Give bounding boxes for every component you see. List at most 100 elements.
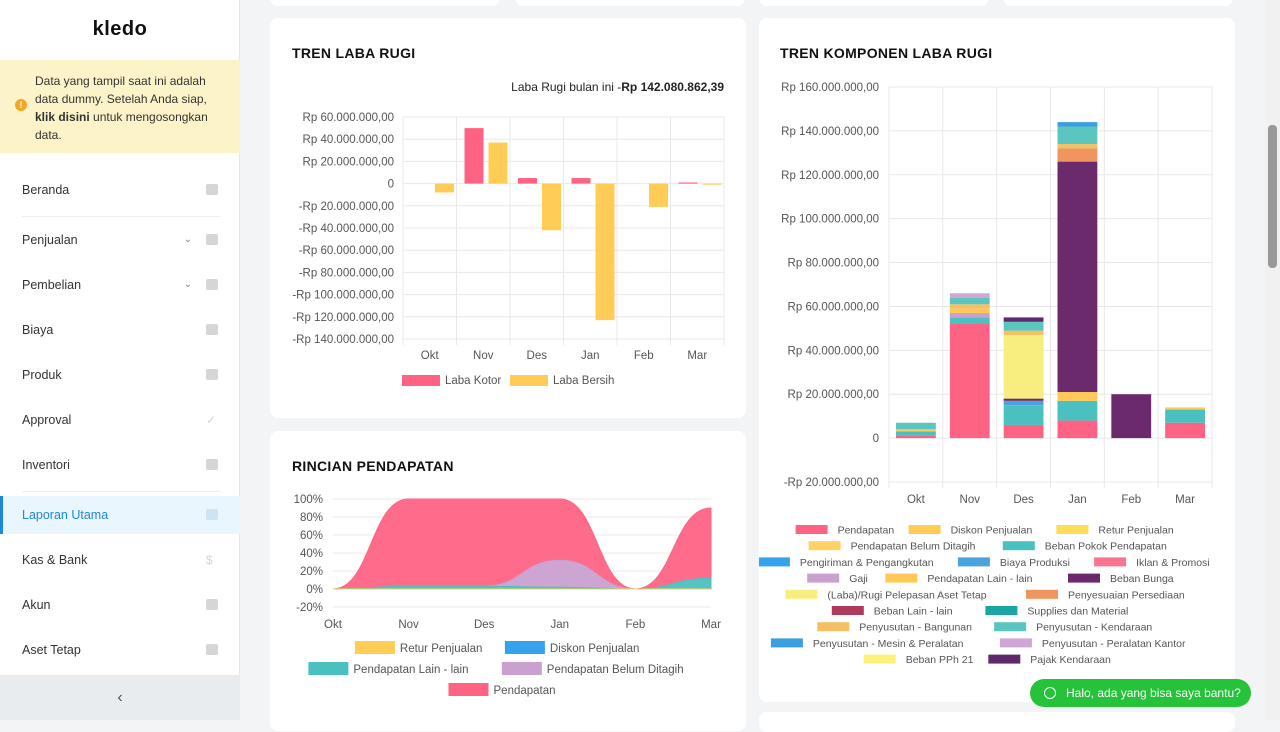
chat-label: Halo, ada yang bisa saya bantu? — [1066, 686, 1241, 700]
legend-swatch — [501, 662, 542, 675]
legend-label: Pendapatan — [494, 685, 556, 697]
legend-label: Beban PPh 21 — [906, 654, 974, 666]
stacked-bar-segment — [949, 317, 990, 324]
y-tick-label: -Rp 40.000.000,00 — [299, 223, 394, 235]
box-icon — [206, 369, 218, 380]
notice-link[interactable]: klik disini — [35, 110, 90, 124]
x-tick-label: Mar — [701, 619, 721, 631]
y-tick-label: Rp 160.000.000,00 — [781, 82, 879, 94]
sidebar-item-laporan-utama[interactable]: Laporan Utama — [0, 496, 240, 534]
stacked-bar-segment — [1057, 161, 1098, 393]
sidebar-item-aset-tetap[interactable]: Aset Tetap — [0, 631, 240, 669]
card-icon — [206, 324, 218, 335]
nav-label: Biaya — [22, 323, 54, 337]
legend-swatch — [863, 654, 896, 664]
sidebar-item-beranda[interactable]: Beranda — [0, 171, 240, 209]
next-card — [759, 712, 1235, 732]
y-tick-label: Rp 120.000.000,00 — [781, 170, 879, 182]
legend-swatch — [308, 662, 349, 675]
sidebar-item-akun[interactable]: Akun — [0, 586, 240, 624]
stacked-bar-segment — [1003, 405, 1044, 425]
x-tick-label: Des — [1013, 494, 1034, 506]
stacked-bar-segment — [1003, 334, 1044, 399]
y-tick-label: 100% — [294, 494, 323, 506]
sidebar-item-inventori[interactable]: Inventori — [0, 446, 240, 484]
whatsapp-chat-button[interactable]: Halo, ada yang bisa saya bantu? — [1030, 679, 1251, 707]
y-tick-label: Rp 20.000.000,00 — [788, 389, 879, 401]
sidebar-item-pembelian[interactable]: Pembelian ⌄ — [0, 266, 240, 304]
stacked-bar-segment — [949, 304, 990, 309]
legend-label: Pendapatan — [838, 525, 895, 537]
legend-swatch — [1094, 557, 1127, 567]
x-tick-label: Okt — [421, 350, 440, 362]
stacked-bar-segment — [1057, 420, 1098, 439]
y-tick-label: Rp 100.000.000,00 — [781, 214, 879, 226]
stacked-bar-segment — [1003, 317, 1044, 322]
legend-label: Gaji — [849, 573, 868, 585]
y-tick-label: Rp 80.000.000,00 — [788, 258, 879, 270]
legend-swatch — [831, 606, 864, 615]
nav-label: Inventori — [22, 458, 70, 472]
nav-label: Approval — [22, 413, 72, 427]
sidebar-item-kas-bank[interactable]: Kas & Bank $ — [0, 541, 240, 579]
legend-swatch — [448, 683, 489, 696]
nav-label: Kas & Bank — [22, 553, 88, 567]
y-tick-label: 20% — [300, 566, 323, 578]
stacked-bar-segment — [1057, 144, 1098, 149]
legend-label: (Laba)/Rugi Pelepasan Aset Tetap — [827, 589, 986, 601]
sidebar-item-biaya[interactable]: Biaya — [0, 311, 240, 349]
page-scrollbar[interactable] — [1265, 0, 1280, 720]
legend-label: Pendapatan Belum Ditagih — [851, 541, 976, 553]
legend-swatch — [1056, 525, 1089, 534]
summary-value: Rp 142.080.862,39 — [621, 80, 724, 94]
stacked-bar-segment — [896, 422, 936, 430]
legend-swatch — [999, 638, 1032, 648]
legend-label: Retur Penjualan — [400, 643, 482, 655]
x-tick-label: Nov — [960, 494, 981, 506]
x-tick-label: Feb — [1121, 494, 1141, 506]
y-tick-label: Rp 140.000.000,00 — [781, 126, 879, 138]
y-tick-label: -Rp 120.000.000,00 — [292, 312, 394, 324]
divider — [22, 216, 220, 217]
stacked-bar-segment — [1003, 330, 1044, 335]
summary-card — [270, 0, 500, 6]
collapse-sidebar-button[interactable]: ‹ — [0, 675, 240, 720]
chevron-left-icon: ‹ — [117, 689, 123, 706]
y-tick-label: -Rp 60.000.000,00 — [299, 245, 394, 257]
legend-swatch — [808, 541, 841, 551]
sidebar-item-approval[interactable]: Approval ✓ — [0, 401, 240, 439]
stacked-bar-segment — [896, 431, 936, 436]
legend-swatch — [985, 606, 1018, 615]
nav-label: Pembelian — [22, 278, 82, 292]
legend-swatch — [988, 654, 1021, 664]
home-icon — [206, 184, 218, 195]
legend-label: Beban Lain - lain — [874, 606, 953, 618]
nav-label: Beranda — [22, 183, 70, 197]
legend-label: Pendapatan Lain - lain — [927, 573, 1032, 585]
y-tick-label: -Rp 20.000.000,00 — [784, 477, 879, 489]
sidebar-item-produk[interactable]: Produk — [0, 356, 240, 394]
y-tick-label: 0 — [388, 179, 394, 191]
card-title: RINCIAN PENDAPATAN — [292, 458, 454, 474]
card-title: TREN LABA RUGI — [292, 45, 416, 61]
app-logo[interactable]: kledo — [92, 18, 148, 40]
book-icon — [206, 599, 218, 610]
scrollbar-thumb[interactable] — [1268, 125, 1277, 268]
card-title: TREN KOMPONEN LABA RUGI — [780, 45, 993, 61]
legend-label: Penyusutan - Peralatan Kantor — [1042, 638, 1186, 650]
legend-swatch — [908, 525, 941, 534]
bar-laba-kotor — [518, 178, 537, 184]
y-tick-label: Rp 60.000.000,00 — [303, 112, 394, 124]
rincian-pendapatan-chart: 100% 80% 60% 40% 20% 0% -20%Okt Nov Des Jan Feb Mar… — [294, 494, 721, 697]
legend-swatch — [759, 557, 790, 567]
stacked-bar-segment — [1057, 122, 1098, 127]
y-tick-label: Rp 20.000.000,00 — [303, 156, 394, 168]
stacked-bar-segment — [949, 308, 990, 314]
legend-label: Penyesuaian Persediaan — [1068, 589, 1185, 601]
y-tick-label: 80% — [300, 512, 323, 524]
stacked-bar-segment — [1165, 407, 1205, 410]
whatsapp-icon — [1044, 687, 1056, 699]
sidebar-item-penjualan[interactable]: Penjualan ⌄ — [0, 221, 240, 259]
legend-label: Biaya Produksi — [1000, 557, 1070, 569]
legend-swatch — [785, 589, 818, 599]
